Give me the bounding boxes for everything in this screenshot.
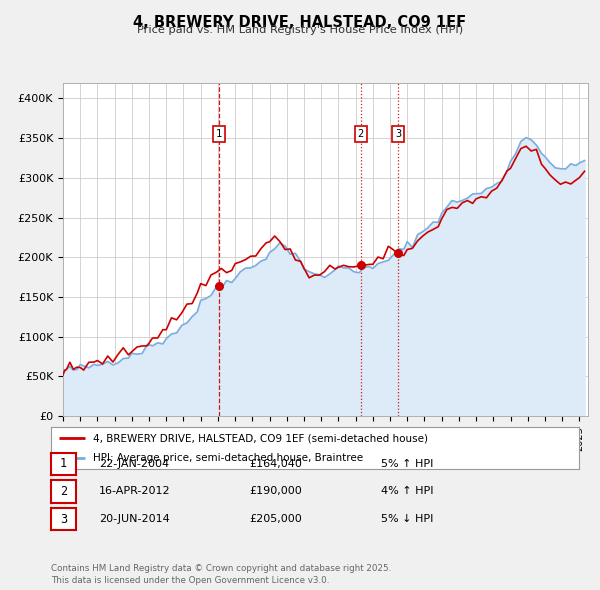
Text: 4, BREWERY DRIVE, HALSTEAD, CO9 1EF: 4, BREWERY DRIVE, HALSTEAD, CO9 1EF: [133, 15, 467, 30]
Text: Contains HM Land Registry data © Crown copyright and database right 2025.
This d: Contains HM Land Registry data © Crown c…: [51, 565, 391, 585]
Text: 3: 3: [60, 513, 67, 526]
Text: 22-JAN-2004: 22-JAN-2004: [99, 459, 169, 468]
Text: 1: 1: [216, 129, 222, 139]
Text: 20-JUN-2014: 20-JUN-2014: [99, 514, 170, 524]
Text: 1: 1: [60, 457, 67, 470]
Text: 4% ↑ HPI: 4% ↑ HPI: [381, 487, 433, 496]
Text: 4, BREWERY DRIVE, HALSTEAD, CO9 1EF (semi-detached house): 4, BREWERY DRIVE, HALSTEAD, CO9 1EF (sem…: [93, 433, 428, 443]
Text: 3: 3: [395, 129, 401, 139]
Text: 5% ↑ HPI: 5% ↑ HPI: [381, 459, 433, 468]
Text: £190,000: £190,000: [249, 487, 302, 496]
Text: 2: 2: [60, 485, 67, 498]
Text: 16-APR-2012: 16-APR-2012: [99, 487, 170, 496]
Text: HPI: Average price, semi-detached house, Braintree: HPI: Average price, semi-detached house,…: [93, 453, 364, 463]
Text: Price paid vs. HM Land Registry's House Price Index (HPI): Price paid vs. HM Land Registry's House …: [137, 25, 463, 35]
Text: £205,000: £205,000: [249, 514, 302, 524]
Text: £164,040: £164,040: [249, 459, 302, 468]
Text: 5% ↓ HPI: 5% ↓ HPI: [381, 514, 433, 524]
Text: 2: 2: [358, 129, 364, 139]
